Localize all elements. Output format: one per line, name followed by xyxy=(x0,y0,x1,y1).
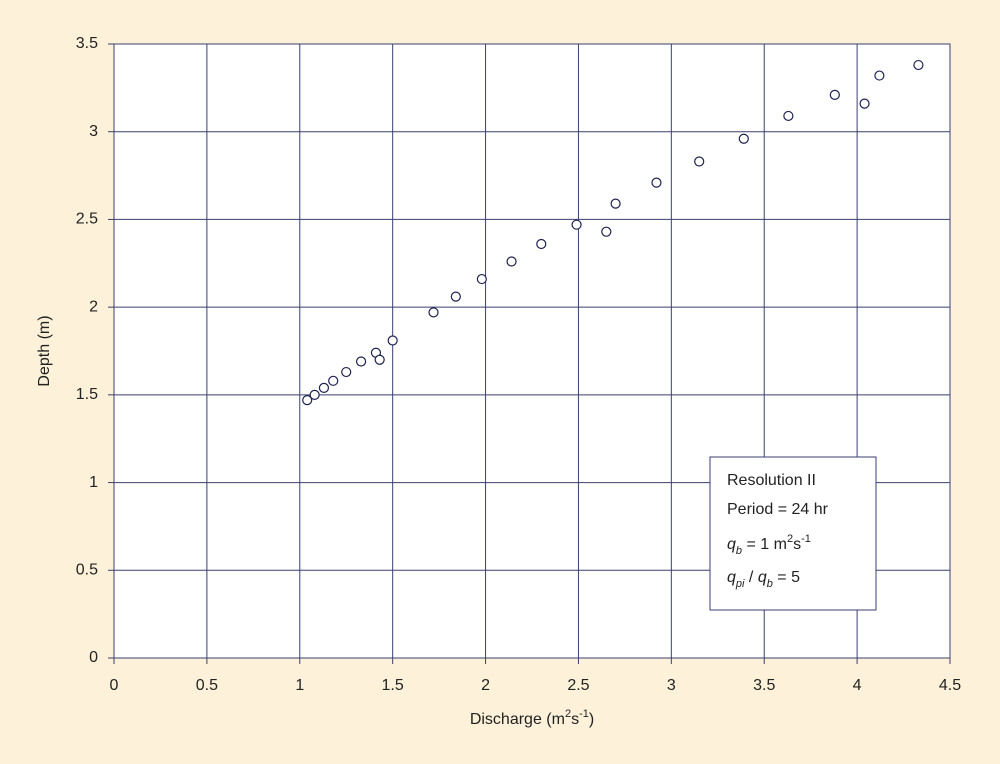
y-axis-label: Depth (m) xyxy=(36,315,53,386)
plot-border xyxy=(113,43,951,659)
text-run: 2 xyxy=(787,533,793,545)
x-tick-label: 1 xyxy=(295,677,304,694)
text-run: b xyxy=(736,545,742,557)
annotation-box xyxy=(709,456,877,611)
x-tick-label: 2 xyxy=(481,677,490,694)
text-run: q xyxy=(758,569,767,586)
x-tick-label: 3 xyxy=(667,677,676,694)
data-point xyxy=(450,291,461,302)
data-point xyxy=(829,89,840,100)
data-point xyxy=(738,133,749,144)
data-point xyxy=(610,198,621,209)
y-tick-label: 2.5 xyxy=(76,211,98,228)
data-point xyxy=(355,356,367,367)
data-point xyxy=(328,375,339,386)
annotation-line: qpi / qb = 5 xyxy=(727,569,800,590)
y-tick-label: 3.5 xyxy=(76,35,98,52)
data-point xyxy=(318,382,330,393)
data-point xyxy=(506,256,517,267)
annotation-line: Resolution II xyxy=(727,472,816,489)
data-point xyxy=(874,70,885,81)
text-run: s xyxy=(571,711,579,728)
y-tick-label: 0 xyxy=(89,649,98,666)
x-tick-label: 3.5 xyxy=(753,677,775,694)
data-point xyxy=(387,335,398,346)
y-tick-label: 0.5 xyxy=(76,562,98,579)
text-run: Resolution II xyxy=(727,472,816,489)
text-run: Period = 24 hr xyxy=(727,501,829,518)
text-run: -1 xyxy=(579,708,589,720)
data-point xyxy=(601,226,612,237)
x-tick-label: 4.5 xyxy=(939,677,961,694)
text-run: q xyxy=(727,569,736,586)
annotation-line: qb = 1 m2s-1 xyxy=(727,533,811,557)
text-run: / xyxy=(744,569,757,586)
text-run: pi xyxy=(735,578,745,590)
data-point xyxy=(309,389,320,400)
text-run: s xyxy=(793,536,801,553)
x-axis-label: Discharge (m2s-1) xyxy=(470,708,594,728)
text-run: 2 xyxy=(565,708,571,720)
y-tick-label: 3 xyxy=(89,123,98,140)
y-tick-label: 1.5 xyxy=(76,386,98,403)
data-point xyxy=(571,219,582,230)
data-point xyxy=(651,177,662,188)
data-point xyxy=(374,354,385,365)
text-run: Discharge (m xyxy=(470,711,565,728)
x-tick-label: 4 xyxy=(853,677,862,694)
y-tick-label: 2 xyxy=(89,298,98,315)
data-point xyxy=(302,395,313,406)
x-tick-label: 0.5 xyxy=(196,677,218,694)
annotation-line: Period = 24 hr xyxy=(727,501,829,518)
text-run: ) xyxy=(589,711,594,728)
x-tick-label: 0 xyxy=(110,677,119,694)
data-point xyxy=(341,366,352,378)
text-run: q xyxy=(727,536,736,553)
data-point xyxy=(536,238,547,250)
text-run: = 1 m xyxy=(742,536,787,553)
data-point xyxy=(913,59,924,71)
y-tick-label: 1 xyxy=(89,474,98,491)
text-run: = 5 xyxy=(773,569,800,586)
data-point xyxy=(859,98,870,109)
data-point xyxy=(476,273,487,285)
x-tick-label: 2.5 xyxy=(567,677,589,694)
text-run: -1 xyxy=(801,533,811,545)
data-point xyxy=(428,307,439,318)
x-tick-label: 1.5 xyxy=(382,677,404,694)
data-point xyxy=(783,110,794,122)
data-point xyxy=(694,156,705,167)
text-run: b xyxy=(767,578,773,590)
